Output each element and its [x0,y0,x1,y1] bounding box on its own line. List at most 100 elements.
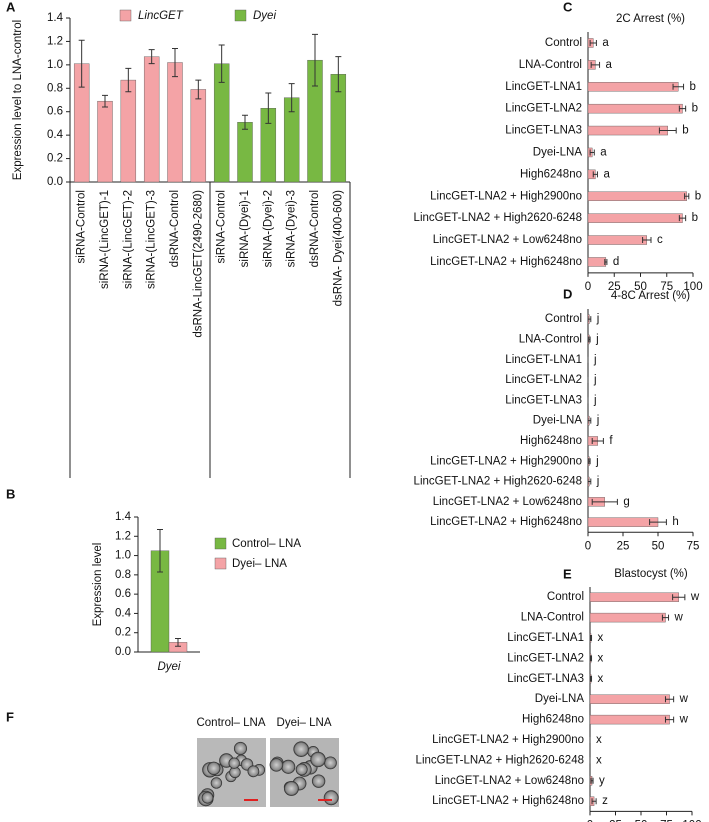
error-bar [672,83,685,90]
y-tick-label: 0.6 [115,588,131,600]
error-bar [658,127,677,134]
x-tick-label: siRNA-(LincGET)-2 [122,190,134,289]
embryo [233,741,248,755]
y-tick-label: Dyei-LNA [533,415,583,427]
x-tick-label: 25 [617,540,630,552]
legend-swatch [119,9,132,22]
x-tick-label: siRNA-(LincGET)-3 [146,190,158,289]
error-bar [590,675,593,682]
y-tick-label: LincGET-LNA1 [505,354,582,366]
y-tick-label: LincGET-LNA2 + High2900no [430,455,582,467]
x-tick-label: 0 [587,819,593,822]
x-tick-label: Dyei [157,661,180,673]
error-bar [587,417,592,424]
error-bar [242,114,248,130]
x-tick-label: 50 [634,281,647,293]
significance-letter: x [598,652,604,664]
legend-label: Dyei [253,10,276,22]
x-tick-label: dsRNA- Dyei(400-600) [332,190,344,306]
x-tick-label: 25 [609,819,622,822]
error-bar [604,258,608,265]
y-tick-label: LincGET-LNA2 + High6248no [430,516,582,528]
y-tick-label: 1.0 [115,550,131,562]
significance-letter: h [672,516,678,528]
x-tick-label: siRNA-(Dyei)-2 [262,190,274,267]
y-tick-label: 1.2 [47,35,63,47]
significance-letter: x [598,673,604,685]
embryo [210,777,223,789]
error-bar [589,39,597,46]
y-tick-label: 0.0 [115,646,131,658]
significance-letter: b [692,212,698,224]
embryo [201,791,214,804]
x-tick-label: 0 [585,281,591,293]
y-tick-label: 0.4 [47,129,64,141]
significance-letter: w [674,612,684,624]
significance-letter: j [593,374,597,386]
embryo [269,758,284,772]
y-tick-label: High6248no [520,168,582,180]
embryo [207,761,221,775]
embryo [283,781,299,796]
embryos [198,741,339,807]
y-tick-label: LincGET-LNA2 + High6248no [430,256,582,268]
bar [589,592,679,602]
error-bar [157,529,163,573]
significance-letter: a [603,168,610,180]
error-bar [335,56,342,93]
error-bar [588,458,591,465]
bar [120,79,137,183]
legend-label: LincGET [138,10,184,22]
error-bar [265,92,272,124]
error-bar [678,215,687,222]
bar [143,56,160,183]
chart-title: 2C Arrest (%) [616,13,685,25]
y-tick-label: LincGET-LNA2 + High6248no [432,795,584,807]
y-tick-label: LincGET-LNA2 [505,374,582,386]
bar [587,125,669,136]
y-tick-label: LincGET-LNA3 [507,673,584,685]
embryo [295,763,308,776]
significance-letter: a [600,146,607,158]
y-tick-label: LincGET-LNA2 + High2620-6248 [414,212,582,224]
significance-letter: w [679,693,689,705]
x-tick-label: 75 [687,540,700,552]
bar [587,191,687,201]
embryo [247,765,260,778]
y-tick-label: 1.4 [47,12,64,24]
x-tick-label: 25 [608,281,621,293]
y-axis-label: Expression level [92,543,104,627]
y-tick-label: Control [545,37,582,49]
significance-letter: j [596,476,600,488]
error-bar [588,336,591,343]
bar [589,714,670,725]
y-tick-label: 0.2 [115,627,131,639]
x-tick-label: dsRNA-LincGET(2490-2680) [192,190,204,338]
x-tick-label: 75 [660,281,673,293]
significance-letter: j [596,415,600,427]
significance-letter: j [593,394,597,406]
y-tick-label: LincGET-LNA2 + High2620-6248 [416,754,584,766]
error-bar [590,777,594,784]
error-bar [642,237,652,244]
significance-letter: j [593,354,597,366]
chart-title: Blastocyst (%) [614,568,688,580]
y-tick-label: Dyei-LNA [535,693,585,705]
y-tick-label: Control [545,313,582,325]
x-tick-label: siRNA-Control [76,190,88,264]
significance-letter: y [599,775,605,787]
x-tick-label: siRNA-(LincGET)-1 [99,190,111,289]
x-tick-label: siRNA-(Dyei)-1 [239,190,251,267]
y-tick-label: LNA-Control [521,612,584,624]
y-tick-label: LincGET-LNA3 [505,394,582,406]
bar [589,612,666,623]
significance-letter: x [596,754,602,766]
panel-label: B [6,486,15,501]
y-tick-label: 0.2 [47,153,63,165]
y-tick-label: LincGET-LNA2 [505,103,582,115]
significance-letter: b [682,125,688,137]
y-tick-label: LincGET-LNA2 + Low6248no [435,775,584,787]
x-tick-label: dsRNA-Control [169,190,181,267]
